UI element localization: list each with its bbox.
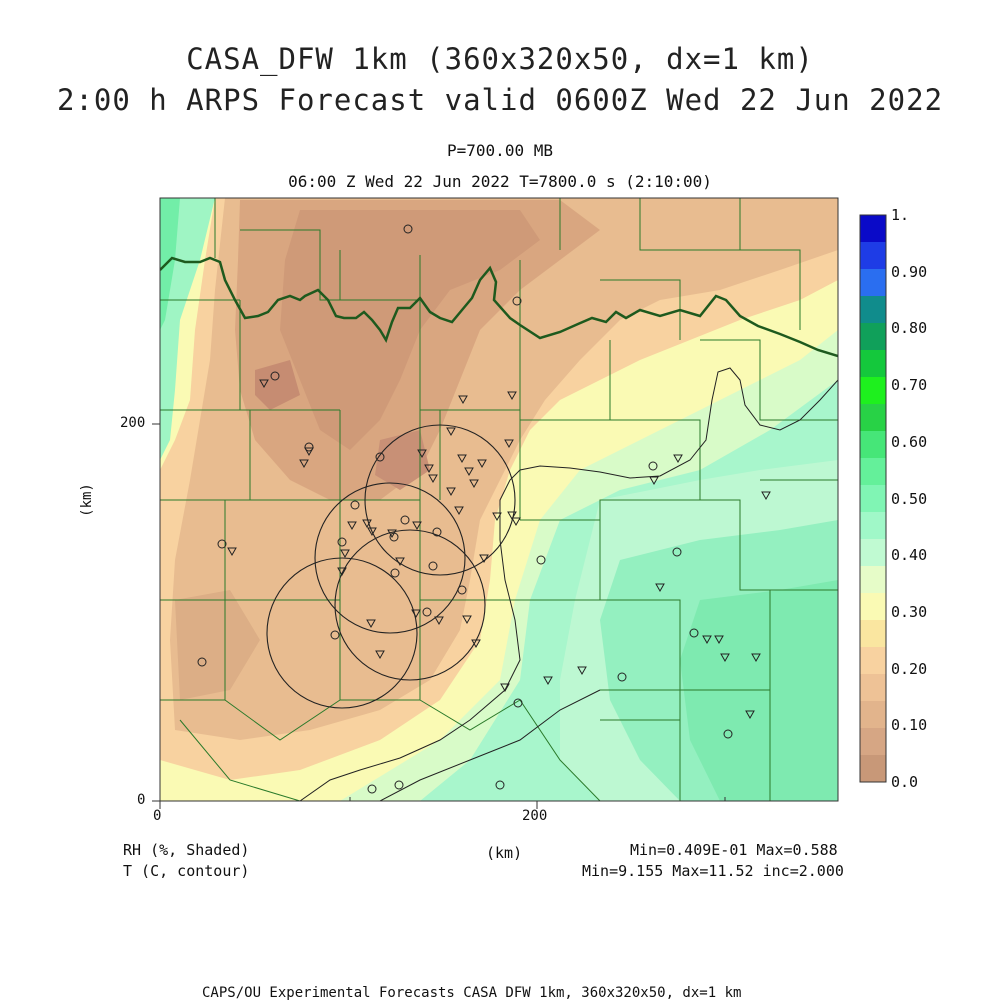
county-borders bbox=[160, 198, 838, 801]
y-tick-200: 200 bbox=[120, 415, 146, 431]
legend-label: 0.0 bbox=[891, 773, 919, 791]
legend-label: 0.30 bbox=[891, 602, 928, 621]
state-border bbox=[160, 256, 838, 358]
legend-frame bbox=[859, 214, 887, 783]
legend-label: 0.90 bbox=[891, 262, 928, 281]
plot-frame bbox=[159, 197, 839, 802]
axis-ticks bbox=[152, 423, 726, 809]
legend-label: 0.70 bbox=[891, 376, 928, 395]
legend-swatch bbox=[860, 647, 886, 675]
station-triangles bbox=[227, 379, 771, 720]
x-tick-200: 200 bbox=[522, 808, 548, 824]
legend-label: 0.10 bbox=[891, 716, 928, 735]
legend-label: 0.50 bbox=[891, 489, 928, 508]
shading-field-label: RH (%, Shaded) bbox=[123, 841, 250, 859]
legend-swatch bbox=[860, 323, 886, 351]
y-axis-unit: (km) bbox=[78, 483, 95, 517]
rh-shading bbox=[160, 198, 838, 801]
legend-swatch bbox=[860, 269, 886, 297]
legend-label: 1. bbox=[891, 206, 910, 224]
legend-swatch bbox=[860, 728, 886, 756]
pressure-level: P=700.00 MB bbox=[447, 141, 553, 160]
legend-swatch bbox=[860, 539, 886, 567]
legend-swatch bbox=[860, 404, 886, 432]
legend-swatch bbox=[860, 242, 886, 270]
shading-min-max: Min=0.409E-01 Max=0.588 bbox=[630, 841, 838, 859]
legend-label: 0.40 bbox=[891, 546, 928, 565]
legend-swatch bbox=[860, 215, 886, 243]
legend-swatch bbox=[860, 620, 886, 648]
temperature-contour-south bbox=[379, 689, 601, 801]
legend-swatch bbox=[860, 377, 886, 405]
x-tick-0: 0 bbox=[153, 808, 162, 824]
y-tick-0: 0 bbox=[137, 792, 146, 808]
station-circles bbox=[197, 224, 733, 794]
contour-min-max: Min=9.155 Max=11.52 inc=2.000 bbox=[582, 862, 844, 880]
legend-swatch bbox=[860, 701, 886, 729]
legend-label: 0.80 bbox=[891, 319, 928, 338]
map-title-line2: 2:00 h ARPS Forecast valid 0600Z Wed 22 … bbox=[56, 83, 944, 117]
map-title-line1: CASA_DFW 1km (360x320x50, dx=1 km) bbox=[186, 42, 814, 76]
legend-swatch bbox=[860, 566, 886, 594]
rh-color-legend bbox=[859, 214, 887, 783]
valid-time-line: 06:00 Z Wed 22 Jun 2022 T=7800.0 s (2:10… bbox=[288, 172, 712, 191]
legend-label: 0.20 bbox=[891, 659, 928, 678]
legend-swatch bbox=[860, 755, 886, 783]
credit-line: CAPS/OU Experimental Forecasts CASA DFW … bbox=[202, 985, 742, 1001]
legend-swatch bbox=[860, 512, 886, 540]
legend-swatch bbox=[860, 593, 886, 621]
radar-range-rings bbox=[266, 424, 516, 709]
legend-swatch bbox=[860, 296, 886, 324]
legend-label: 0.60 bbox=[891, 432, 928, 451]
legend-swatch bbox=[860, 350, 886, 378]
legend-swatch bbox=[860, 674, 886, 702]
legend-swatch bbox=[860, 485, 886, 513]
temperature-contour bbox=[299, 367, 838, 801]
x-axis-unit: (km) bbox=[486, 844, 523, 862]
legend-swatch bbox=[860, 431, 886, 459]
contour-field-label: T (C, contour) bbox=[123, 862, 250, 880]
legend-swatch bbox=[860, 458, 886, 486]
